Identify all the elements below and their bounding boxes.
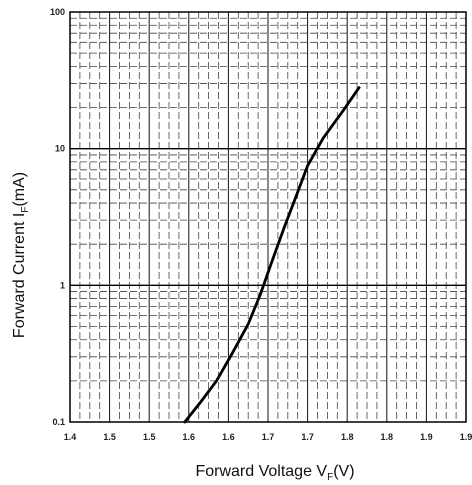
y-tick-label: 1 <box>60 280 65 290</box>
x-tick-label: 1.8 <box>381 432 394 442</box>
x-tick-label: 1.9 <box>420 432 433 442</box>
x-tick-label: 1.6 <box>222 432 235 442</box>
plot-frame <box>69 11 467 423</box>
x-tick-label: 1.7 <box>301 432 314 442</box>
y-tick-label: 100 <box>50 7 65 17</box>
x-tick-label: 1.5 <box>103 432 116 442</box>
x-tick-label: 1.5 <box>143 432 156 442</box>
x-tick-label: 1.8 <box>341 432 354 442</box>
y-axis-label: Forward Current IF(mA) <box>11 172 31 338</box>
forward-current-curve <box>183 86 361 424</box>
y-tick-labels: 100 10 1 0.1 <box>50 7 65 427</box>
x-tick-labels: 1.4 1.5 1.5 1.6 1.6 1.7 1.7 1.8 1.8 1.9 1.9 <box>64 432 472 442</box>
y-tick-label: 0.1 <box>52 417 65 427</box>
x-tick-label: 1.4 <box>64 432 77 442</box>
x-tick-label: 1.6 <box>183 432 196 442</box>
x-axis-label: Forward Voltage VF(V) <box>195 463 354 483</box>
major-grid <box>70 12 466 422</box>
x-tick-label: 1.9 <box>460 432 472 442</box>
minor-grid <box>70 12 466 422</box>
x-tick-label: 1.7 <box>262 432 275 442</box>
y-tick-label: 10 <box>55 144 65 154</box>
